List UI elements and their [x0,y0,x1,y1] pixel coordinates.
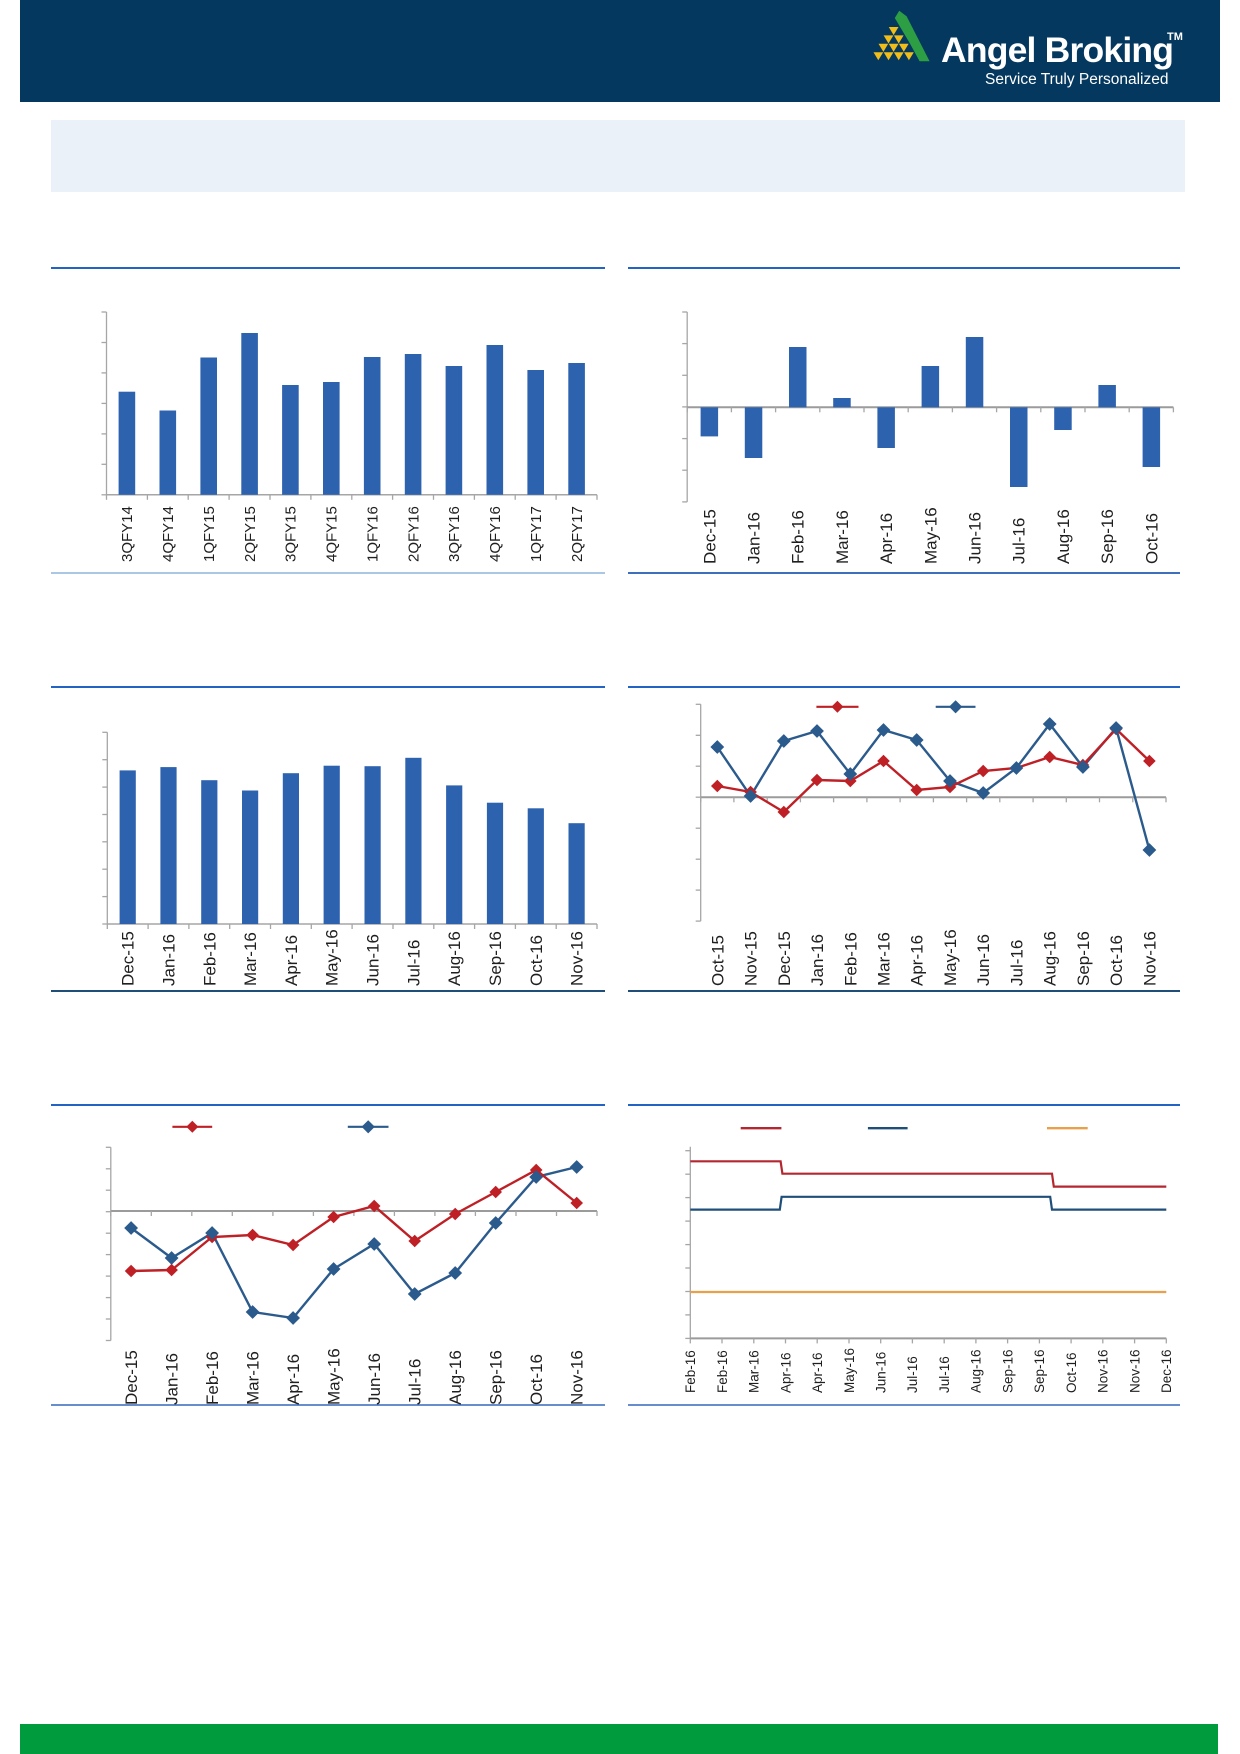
svg-text:Sep-16: Sep-16 [1098,509,1117,564]
svg-text:Feb-16: Feb-16 [200,932,219,986]
svg-text:Jul-16: Jul-16 [1010,518,1029,564]
svg-text:Apr-16: Apr-16 [282,935,301,986]
svg-text:Feb-16: Feb-16 [789,510,808,564]
svg-text:Jan-16: Jan-16 [745,512,764,564]
svg-text:3QFY16: 3QFY16 [446,506,463,562]
svg-text:Feb-16: Feb-16 [683,1350,698,1393]
svg-text:Aug-16: Aug-16 [969,1349,984,1393]
svg-text:Service Truly Personalized: Service Truly Personalized [985,71,1169,88]
svg-text:May-16: May-16 [842,1348,857,1393]
svg-text:Oct-16: Oct-16 [527,1354,546,1405]
svg-text:Jan-16: Jan-16 [163,1353,182,1405]
svg-text:Mar-16: Mar-16 [833,510,852,564]
svg-text:Nov-16: Nov-16 [568,1350,587,1405]
svg-text:Nov-15: Nov-15 [742,931,761,986]
svg-text:3QFY15: 3QFY15 [283,506,300,562]
svg-text:Nov-16: Nov-16 [1140,931,1159,986]
svg-text:4QFY15: 4QFY15 [324,506,341,562]
svg-text:2QFY17: 2QFY17 [569,506,586,562]
svg-text:Jul-16: Jul-16 [1007,940,1026,986]
svg-text:Jun-16: Jun-16 [966,512,985,564]
svg-text:4QFY14: 4QFY14 [160,506,177,562]
svg-text:May-16: May-16 [941,929,960,986]
svg-text:Dec-15: Dec-15 [700,509,719,564]
svg-text:Aug-16: Aug-16 [446,1350,465,1405]
svg-text:Aug-16: Aug-16 [1054,509,1073,564]
svg-text:Oct-16: Oct-16 [1142,513,1161,564]
svg-text:Oct-16: Oct-16 [1064,1352,1079,1393]
svg-text:Apr-16: Apr-16 [877,513,896,564]
svg-text:Nov-16: Nov-16 [1096,1349,1111,1393]
svg-text:Feb-16: Feb-16 [715,1350,730,1393]
svg-text:Apr-16: Apr-16 [778,1352,793,1393]
svg-text:Jun-16: Jun-16 [365,1353,384,1405]
svg-text:2QFY16: 2QFY16 [405,506,422,562]
svg-text:Sep-16: Sep-16 [487,1350,506,1405]
svg-text:Jul-16: Jul-16 [406,1359,425,1405]
svg-text:Apr-16: Apr-16 [810,1352,825,1393]
svg-text:Jun-16: Jun-16 [974,934,993,986]
svg-text:Nov-16: Nov-16 [1127,1349,1142,1393]
svg-text:May-16: May-16 [323,929,342,986]
svg-text:Sep-16: Sep-16 [1074,931,1093,986]
svg-text:Apr-16: Apr-16 [284,1354,303,1405]
svg-text:Mar-16: Mar-16 [244,1351,263,1405]
svg-text:Jan-16: Jan-16 [808,934,827,986]
svg-text:Sep-16: Sep-16 [1000,1349,1015,1393]
svg-text:Sep-16: Sep-16 [486,931,505,986]
svg-text:Dec-15: Dec-15 [122,1350,141,1405]
svg-text:1QFY15: 1QFY15 [201,506,218,562]
svg-text:Feb-16: Feb-16 [841,932,860,986]
svg-text:TM: TM [1167,31,1183,43]
svg-text:Oct-16: Oct-16 [1107,935,1126,986]
svg-text:Apr-16: Apr-16 [908,935,927,986]
svg-text:Dec-16: Dec-16 [1159,1349,1174,1393]
svg-text:Aug-16: Aug-16 [1041,931,1060,986]
svg-text:Nov-16: Nov-16 [568,931,587,986]
svg-text:Jun-16: Jun-16 [364,934,383,986]
svg-text:Mar-16: Mar-16 [241,932,260,986]
svg-text:3QFY14: 3QFY14 [119,506,136,562]
svg-text:May-16: May-16 [921,507,940,564]
svg-text:Oct-16: Oct-16 [527,935,546,986]
svg-text:4QFY16: 4QFY16 [487,506,504,562]
svg-text:Jul-16: Jul-16 [905,1356,920,1393]
svg-text:2QFY15: 2QFY15 [242,506,259,562]
svg-text:Mar-16: Mar-16 [875,932,894,986]
svg-text:Mar-16: Mar-16 [747,1350,762,1393]
svg-text:1QFY17: 1QFY17 [528,506,545,562]
svg-text:Jan-16: Jan-16 [160,934,179,986]
svg-text:May-16: May-16 [325,1348,344,1405]
svg-text:Angel Broking: Angel Broking [941,30,1173,70]
svg-text:1QFY16: 1QFY16 [364,506,381,562]
svg-text:Jul-16: Jul-16 [937,1356,952,1393]
svg-text:Sep-16: Sep-16 [1032,1349,1047,1393]
svg-text:Jul-16: Jul-16 [404,940,423,986]
svg-text:Oct-15: Oct-15 [708,935,727,986]
svg-text:Dec-15: Dec-15 [775,931,794,986]
svg-text:Dec-15: Dec-15 [119,931,138,986]
svg-text:Jun-16: Jun-16 [874,1352,889,1393]
svg-text:Feb-16: Feb-16 [203,1351,222,1405]
svg-text:Aug-16: Aug-16 [445,931,464,986]
